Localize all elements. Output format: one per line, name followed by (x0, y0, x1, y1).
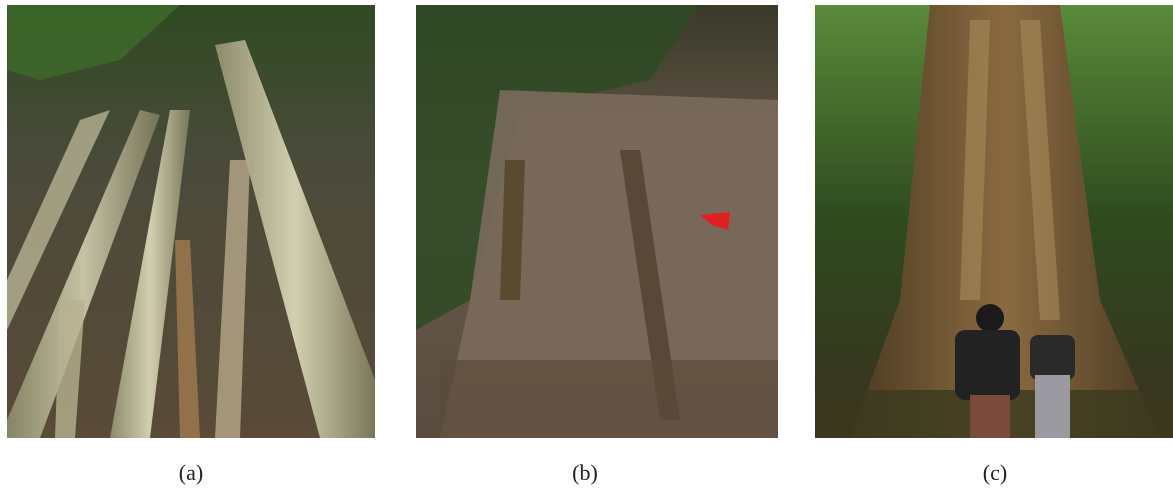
photo-a (7, 5, 375, 438)
page: {"panels": [{"caption": "(a)"}, {"captio… (0, 0, 1173, 494)
caption: (c) (983, 460, 1007, 485)
caption: (b) (572, 460, 598, 485)
photo-c (815, 5, 1173, 438)
photo-b (416, 5, 778, 438)
figure: (a) (b) (c) (0, 0, 1173, 494)
caption: (a) (179, 460, 203, 485)
